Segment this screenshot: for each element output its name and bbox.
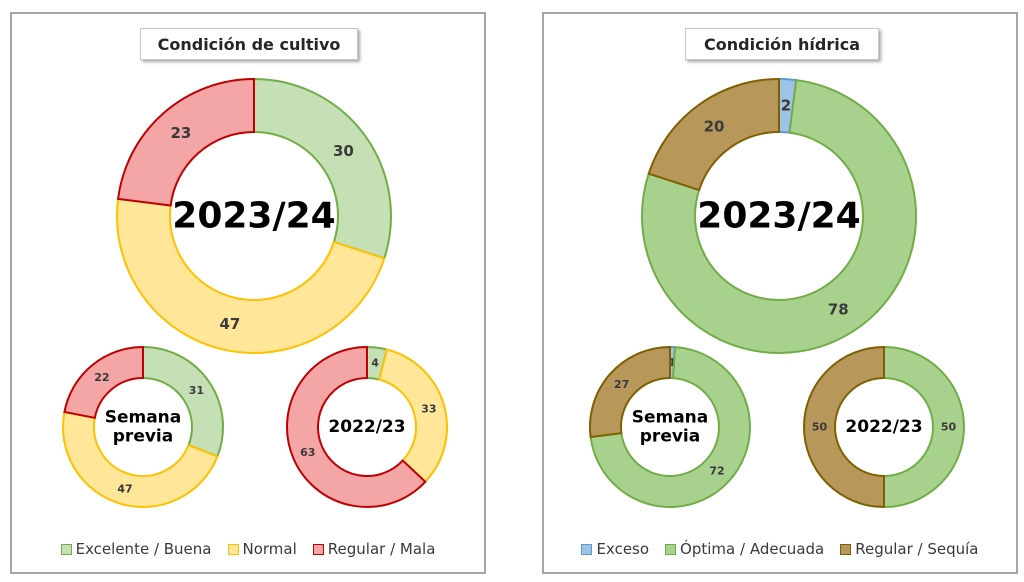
- slice-2022-23-regular-sequia: [803, 345, 885, 509]
- legend-label-excelente: Excelente / Buena: [75, 540, 212, 558]
- donut-2022-23: 50 50 2022/23: [803, 345, 965, 509]
- slice-semana-previa-optima-adecuada: [589, 346, 751, 508]
- slice-2023-24-normal: [116, 197, 386, 354]
- slice-2022-23-regular-mala: [286, 345, 427, 508]
- slice-2023-24-regular-mala: [116, 77, 255, 207]
- crop-condition-legend: Excelente / Buena Normal Regular / Mala: [12, 540, 484, 558]
- water-condition-title: Condición hídrica: [685, 28, 879, 60]
- center-label-semana-previa-1: previa: [640, 426, 700, 446]
- donut-2023-24: 30 47 23 2023/24: [116, 77, 392, 354]
- data-label-semana-previa-excelente-buena: 31: [189, 384, 204, 397]
- data-label-2023-24-exceso: 2: [781, 97, 791, 115]
- data-label-2023-24-regular-mala: 23: [170, 124, 191, 142]
- legend-item-normal: Normal: [227, 540, 297, 558]
- slice-2023-24-excelente-buena: [253, 77, 392, 260]
- slice-semana-previa-normal: [62, 410, 219, 508]
- legend-label-exceso: Exceso: [596, 540, 650, 558]
- legend-swatch-optima: [665, 543, 677, 555]
- center-label-2022-23: 2022/23: [328, 417, 405, 437]
- data-label-2022-23-optima-adecuada: 50: [941, 421, 957, 434]
- center-label-semana-previa-1: previa: [113, 426, 173, 446]
- data-label-semana-previa-regular-mala: 22: [94, 371, 109, 384]
- data-label-semana-previa-normal: 47: [117, 482, 132, 495]
- data-label-2023-24-excelente-buena: 30: [333, 142, 354, 160]
- data-label-2022-23-regular-sequia: 50: [812, 421, 828, 434]
- crop-condition-title: Condición de cultivo: [140, 28, 358, 60]
- slice-semana-previa-regular-sequia: [589, 345, 671, 439]
- data-label-2023-24-regular-sequia: 20: [704, 118, 725, 136]
- data-label-semana-previa-exceso: 1: [668, 356, 676, 369]
- donut-2022-23: 4 33 63 2022/23: [286, 345, 448, 508]
- legend-swatch-regular-mala: [312, 543, 324, 555]
- slice-2022-23-normal: [377, 348, 448, 484]
- center-label-2023-24: 2023/24: [172, 196, 335, 237]
- donut-2023-24: 2 78 20 2023/24: [641, 77, 917, 354]
- legend-label-regular-sequia: Regular / Sequía: [855, 540, 979, 558]
- legend-label-regular-mala: Regular / Mala: [327, 540, 436, 558]
- data-label-2022-23-regular-mala: 63: [300, 446, 315, 459]
- legend-swatch-exceso: [581, 543, 593, 555]
- legend-item-exceso: Exceso: [581, 540, 649, 558]
- crop-condition-panel: Condición de cultivo 30 47 23 2023/24 31 47 22…: [10, 12, 486, 574]
- legend-swatch-excelente: [60, 543, 72, 555]
- data-label-semana-previa-regular-sequia: 27: [614, 378, 629, 391]
- legend-label-optima: Óptima / Adecuada: [680, 540, 825, 558]
- legend-swatch-normal: [227, 543, 239, 555]
- center-label-2022-23: 2022/23: [845, 417, 922, 437]
- data-label-2022-23-excelente-buena: 4: [371, 357, 379, 370]
- legend-label-normal: Normal: [242, 540, 297, 558]
- legend-swatch-regular-sequia: [840, 543, 852, 555]
- water-condition-legend: Exceso Óptima / Adecuada Regular / Sequí…: [544, 540, 1016, 558]
- slice-2023-24-regular-sequia: [647, 77, 780, 192]
- slice-2023-24-optima-adecuada: [641, 78, 917, 354]
- center-label-2023-24: 2023/24: [697, 196, 860, 237]
- legend-item-excelente-buena: Excelente / Buena: [60, 540, 212, 558]
- data-label-2023-24-normal: 47: [219, 315, 240, 333]
- legend-item-regular-mala: Regular / Mala: [312, 540, 436, 558]
- water-condition-panel: Condición hídrica 2 78 20 2023/24 1 72 27 Seman…: [542, 12, 1018, 574]
- slice-2022-23-optima-adecuada: [883, 345, 965, 509]
- legend-item-optima-adecuada: Óptima / Adecuada: [665, 540, 824, 558]
- legend-item-regular-sequia: Regular / Sequía: [840, 540, 979, 558]
- data-label-2023-24-optima-adecuada: 78: [828, 300, 849, 318]
- slice-semana-previa-regular-mala: [63, 345, 144, 419]
- center-label-semana-previa-0: Semana: [105, 408, 182, 428]
- data-label-semana-previa-optima-adecuada: 72: [709, 465, 724, 478]
- center-label-semana-previa-0: Semana: [632, 408, 709, 428]
- data-label-2022-23-normal: 33: [421, 403, 436, 416]
